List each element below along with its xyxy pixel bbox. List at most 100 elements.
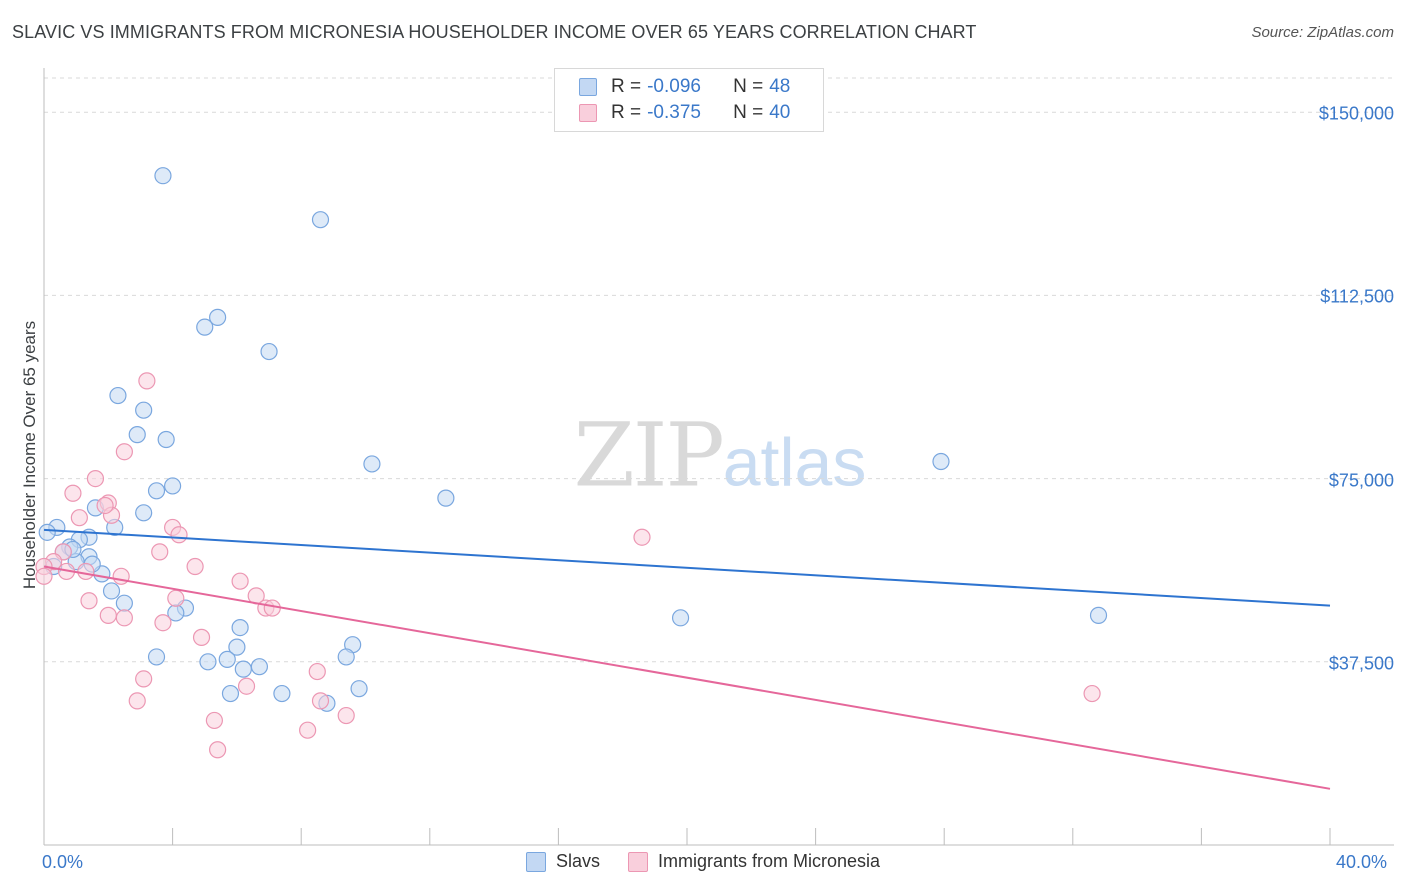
slavs-point — [147, 482, 166, 500]
micronesia-swatch — [627, 851, 648, 872]
n-value: 48 — [769, 76, 791, 97]
r-label: R = — [611, 102, 642, 123]
micronesia-point — [115, 443, 133, 461]
micronesia-point — [263, 599, 281, 617]
correlation-legend: R = -0.096 N = 48 R = -0.375 N = 40 — [554, 68, 824, 132]
micronesia-point — [231, 572, 249, 590]
x-tick-min: 0.0% — [42, 852, 84, 872]
n-value: 40 — [769, 102, 791, 123]
micronesia-point — [337, 706, 355, 725]
slavs-point — [164, 477, 182, 495]
slavs-point — [135, 504, 153, 522]
gridlines — [44, 77, 1394, 663]
micronesia-point — [112, 567, 130, 585]
slavs-points — [38, 167, 1108, 712]
watermark-atlas: atlas — [722, 424, 867, 501]
y-tick-label: $37,500 — [1328, 653, 1394, 674]
slavs-point — [350, 680, 368, 698]
slavs-point — [38, 523, 56, 541]
series-legend: Slavs Immigrants from Micronesia — [0, 851, 1406, 872]
micronesia-point — [237, 677, 256, 695]
micronesia-point — [154, 614, 172, 632]
slavs-point — [135, 401, 153, 419]
legend-label-slavs: Slavs — [555, 851, 600, 871]
micronesia-point — [209, 741, 227, 759]
legend-item-micronesia: Immigrants from Micronesia — [627, 851, 881, 872]
r-label: R = — [611, 76, 642, 97]
legend-row-micronesia: R = -0.375 N = 40 — [555, 100, 790, 126]
slavs-point — [260, 342, 278, 361]
micronesia-point — [135, 670, 153, 688]
n-label: N = — [733, 76, 764, 97]
legend-row-slavs: R = -0.096 N = 48 — [555, 74, 790, 100]
slavs-point — [115, 594, 133, 612]
slavs-point — [932, 452, 950, 471]
slavs-point — [437, 489, 455, 507]
slavs-point — [102, 582, 121, 600]
slavs-point — [221, 684, 240, 703]
slavs-point — [154, 167, 172, 185]
r-value: -0.375 — [647, 102, 701, 123]
micronesia-point — [128, 692, 146, 710]
slavs-point — [671, 609, 690, 627]
axes — [43, 68, 1394, 846]
micronesia-point — [64, 484, 82, 502]
micronesia-point — [115, 609, 133, 627]
micronesia-point — [299, 721, 317, 739]
slavs-point — [337, 648, 355, 666]
micronesia-point — [96, 496, 114, 515]
slavs-trend-line — [43, 528, 1331, 607]
slavs-point — [1089, 606, 1108, 624]
slavs-point — [363, 455, 381, 473]
micronesia-point — [192, 628, 211, 646]
y-tick-label: $150,000 — [1318, 103, 1394, 124]
micronesia-point — [167, 589, 185, 607]
micronesia-point — [70, 509, 88, 527]
micronesia-point — [311, 692, 330, 710]
slavs-point — [196, 318, 214, 336]
slavs-point — [231, 619, 249, 637]
watermark-zip: ZIP — [573, 403, 725, 507]
micronesia-point — [138, 372, 156, 390]
micronesia-point — [77, 562, 95, 581]
micronesia-point — [151, 543, 169, 561]
n-label: N = — [733, 102, 764, 123]
slavs-point — [109, 386, 127, 405]
watermark: ZIPatlas — [574, 404, 867, 507]
y-tick-label: $112,500 — [1320, 286, 1394, 307]
chart-title: SLAVIC VS IMMIGRANTS FROM MICRONESIA HOU… — [12, 22, 977, 42]
slavs-point — [128, 426, 146, 444]
micronesia-point — [205, 711, 223, 730]
x-tick-max: 40.0% — [1336, 852, 1388, 872]
micronesia-swatch — [579, 104, 597, 122]
micronesia-points — [35, 372, 1101, 759]
micronesia-point — [633, 528, 651, 546]
slavs-swatch — [525, 851, 546, 872]
y-axis-label: Householder Income Over 65 years — [20, 320, 39, 590]
micronesia-point — [35, 567, 53, 585]
micronesia-point — [308, 662, 326, 681]
slavs-point — [209, 308, 227, 326]
slavs-point — [199, 653, 217, 671]
slavs-point — [218, 650, 236, 668]
y-tick-label: $75,000 — [1328, 470, 1394, 491]
slavs-swatch — [579, 78, 597, 96]
slavs-point — [157, 430, 175, 449]
legend-label-micronesia: Immigrants from Micronesia — [657, 851, 881, 871]
micronesia-trend-line — [43, 565, 1331, 790]
slavs-point — [273, 684, 291, 703]
micronesia-point — [99, 606, 117, 624]
slavs-point — [228, 638, 246, 656]
slavs-point — [147, 648, 166, 666]
micronesia-point — [186, 557, 204, 576]
micronesia-point — [80, 592, 98, 610]
slavs-point — [234, 660, 252, 678]
r-value: -0.096 — [647, 76, 701, 97]
trend-lines — [43, 528, 1331, 790]
source-credit: Source: ZipAtlas.com — [1251, 24, 1394, 41]
micronesia-point — [1083, 684, 1101, 703]
slavs-point — [311, 211, 330, 229]
legend-item-slavs: Slavs — [525, 851, 600, 872]
micronesia-point — [170, 526, 188, 544]
